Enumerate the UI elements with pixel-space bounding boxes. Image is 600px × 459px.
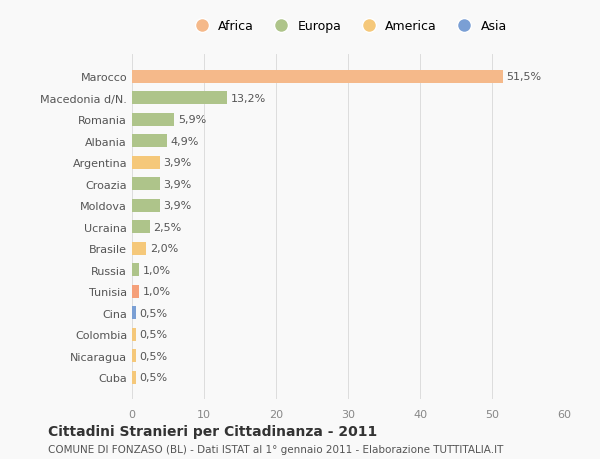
Text: 13,2%: 13,2%	[230, 94, 266, 104]
Text: 5,9%: 5,9%	[178, 115, 206, 125]
Bar	[132, 113, 175, 127]
Text: 3,9%: 3,9%	[164, 179, 192, 189]
Text: 2,0%: 2,0%	[150, 244, 178, 254]
Text: 1,0%: 1,0%	[143, 286, 171, 297]
Text: 1,0%: 1,0%	[143, 265, 171, 275]
Bar	[132, 307, 136, 319]
Text: 3,9%: 3,9%	[164, 158, 192, 168]
Bar	[132, 221, 150, 234]
Bar	[132, 135, 167, 148]
Text: Cittadini Stranieri per Cittadinanza - 2011: Cittadini Stranieri per Cittadinanza - 2…	[48, 425, 377, 438]
Bar	[132, 349, 136, 362]
Bar	[132, 263, 139, 276]
Bar	[132, 328, 136, 341]
Text: COMUNE DI FONZASO (BL) - Dati ISTAT al 1° gennaio 2011 - Elaborazione TUTTITALIA: COMUNE DI FONZASO (BL) - Dati ISTAT al 1…	[48, 444, 503, 454]
Bar	[132, 242, 146, 255]
Bar	[132, 285, 139, 298]
Text: 0,5%: 0,5%	[139, 330, 167, 339]
Text: 0,5%: 0,5%	[139, 372, 167, 382]
Bar	[132, 199, 160, 212]
Text: 51,5%: 51,5%	[506, 72, 542, 82]
Bar	[132, 92, 227, 105]
Bar	[132, 178, 160, 191]
Bar	[132, 371, 136, 384]
Bar	[132, 71, 503, 84]
Text: 3,9%: 3,9%	[164, 201, 192, 211]
Text: 2,5%: 2,5%	[154, 222, 182, 232]
Legend: Africa, Europa, America, Asia: Africa, Europa, America, Asia	[185, 17, 511, 37]
Text: 0,5%: 0,5%	[139, 351, 167, 361]
Text: 4,9%: 4,9%	[171, 136, 199, 146]
Text: 0,5%: 0,5%	[139, 308, 167, 318]
Bar	[132, 157, 160, 169]
